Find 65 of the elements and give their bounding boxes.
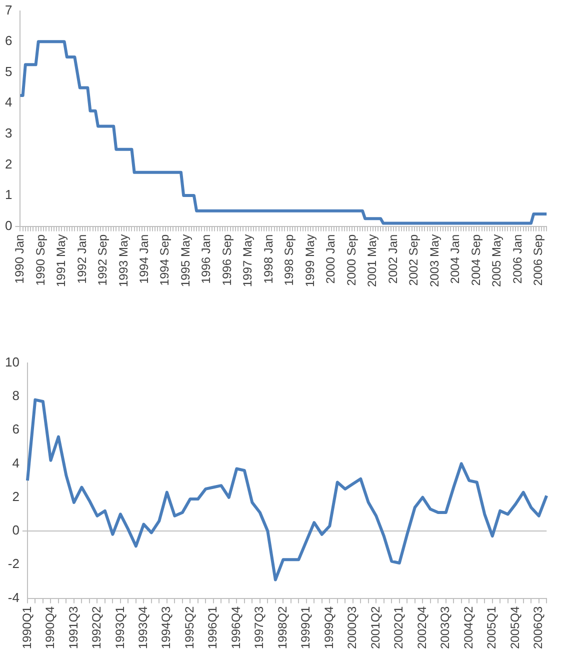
x-tick-label: 1999Q1 — [298, 606, 313, 649]
x-tick-label: 2005Q1 — [484, 606, 499, 649]
y-tick-label: 2 — [12, 488, 20, 504]
x-tick-label: 2003 May — [427, 234, 442, 288]
x-tick-label: 1992Q2 — [90, 606, 104, 649]
x-tick-label: 1996 Jan — [199, 234, 214, 284]
y-tick-label: 0 — [4, 218, 12, 233]
x-tick-label: 2004Q2 — [461, 606, 476, 649]
x-tick-label: 1993 May — [116, 234, 130, 288]
x-tick-label: 2001Q2 — [368, 606, 382, 649]
x-tick-label: 2006Q3 — [531, 606, 546, 649]
x-tick-label: 1995Q2 — [182, 606, 196, 649]
y-tick-label: 0 — [12, 522, 20, 538]
x-tick-label: 2005Q4 — [508, 606, 522, 649]
x-tick-label: 2004 Jan — [448, 234, 462, 284]
x-tick-label: 1990 Jan — [12, 234, 27, 284]
y-tick-label: 4 — [12, 455, 20, 470]
x-tick-label: 1990Q4 — [43, 606, 58, 649]
x-tick-label: 1996 Sep — [220, 234, 234, 286]
x-tick-label: 1991 May — [54, 234, 68, 288]
x-tick-label: 1992 Sep — [96, 234, 110, 286]
x-tick-label: 1999 May — [302, 234, 317, 288]
x-tick-label: 1991Q3 — [66, 606, 80, 649]
x-tick-label: 1990Q1 — [20, 606, 34, 649]
y-tick-label: 10 — [4, 354, 20, 370]
y-tick-label: -2 — [8, 556, 20, 572]
x-tick-label: 1993Q4 — [136, 606, 150, 649]
x-tick-label: 1994Q3 — [159, 606, 174, 649]
y-tick-label: 4 — [4, 94, 12, 110]
x-tick-label: 2006 Jan — [510, 234, 524, 284]
x-tick-label: 2004 Sep — [468, 234, 483, 286]
x-tick-label: 2003Q3 — [438, 606, 452, 649]
y-tick-label: 8 — [12, 388, 20, 404]
y-tick-label: -4 — [8, 590, 20, 605]
y-tick-label: 6 — [12, 422, 20, 437]
x-tick-label: 2002Q1 — [392, 606, 406, 649]
x-tick-label: 1995 May — [178, 234, 192, 288]
x-tick-label: 2000 Sep — [344, 234, 358, 286]
x-tick-label: 1990 Sep — [33, 234, 48, 286]
x-tick-label: 1999Q4 — [322, 606, 336, 649]
x-tick-label: 1994 Jan — [137, 234, 152, 284]
y-tick-label: 6 — [4, 33, 12, 48]
x-tick-label: 1996Q4 — [228, 606, 243, 649]
x-tick-label: 1998 Sep — [282, 234, 296, 286]
x-tick-label: 2005 May — [490, 234, 504, 288]
x-tick-label: 2002 Jan — [386, 234, 400, 284]
x-tick-label: 2001 May — [365, 234, 380, 288]
x-tick-label: 2002 Sep — [406, 234, 421, 286]
x-tick-label: 1997Q3 — [252, 606, 266, 649]
y-tick-label: 7 — [4, 2, 12, 18]
x-tick-label: 1993Q1 — [112, 606, 127, 649]
x-tick-label: 2002Q4 — [414, 606, 429, 649]
x-tick-label: 2000Q3 — [345, 606, 360, 649]
x-tick-label: 2000 Jan — [324, 234, 338, 284]
x-tick-label: 1998Q2 — [275, 606, 290, 649]
x-tick-label: 1998 Jan — [261, 234, 276, 284]
x-tick-label: 1992 Jan — [74, 234, 89, 284]
y-tick-label: 3 — [4, 126, 12, 141]
y-tick-label: 1 — [4, 187, 12, 202]
x-tick-label: 1994 Sep — [158, 234, 172, 286]
x-tick-label: 2006 Sep — [531, 234, 546, 286]
y-tick-label: 5 — [4, 64, 12, 79]
x-tick-label: 1996Q1 — [206, 606, 220, 649]
y-tick-label: 2 — [4, 156, 12, 172]
x-tick-label: 1997 May — [240, 234, 255, 288]
